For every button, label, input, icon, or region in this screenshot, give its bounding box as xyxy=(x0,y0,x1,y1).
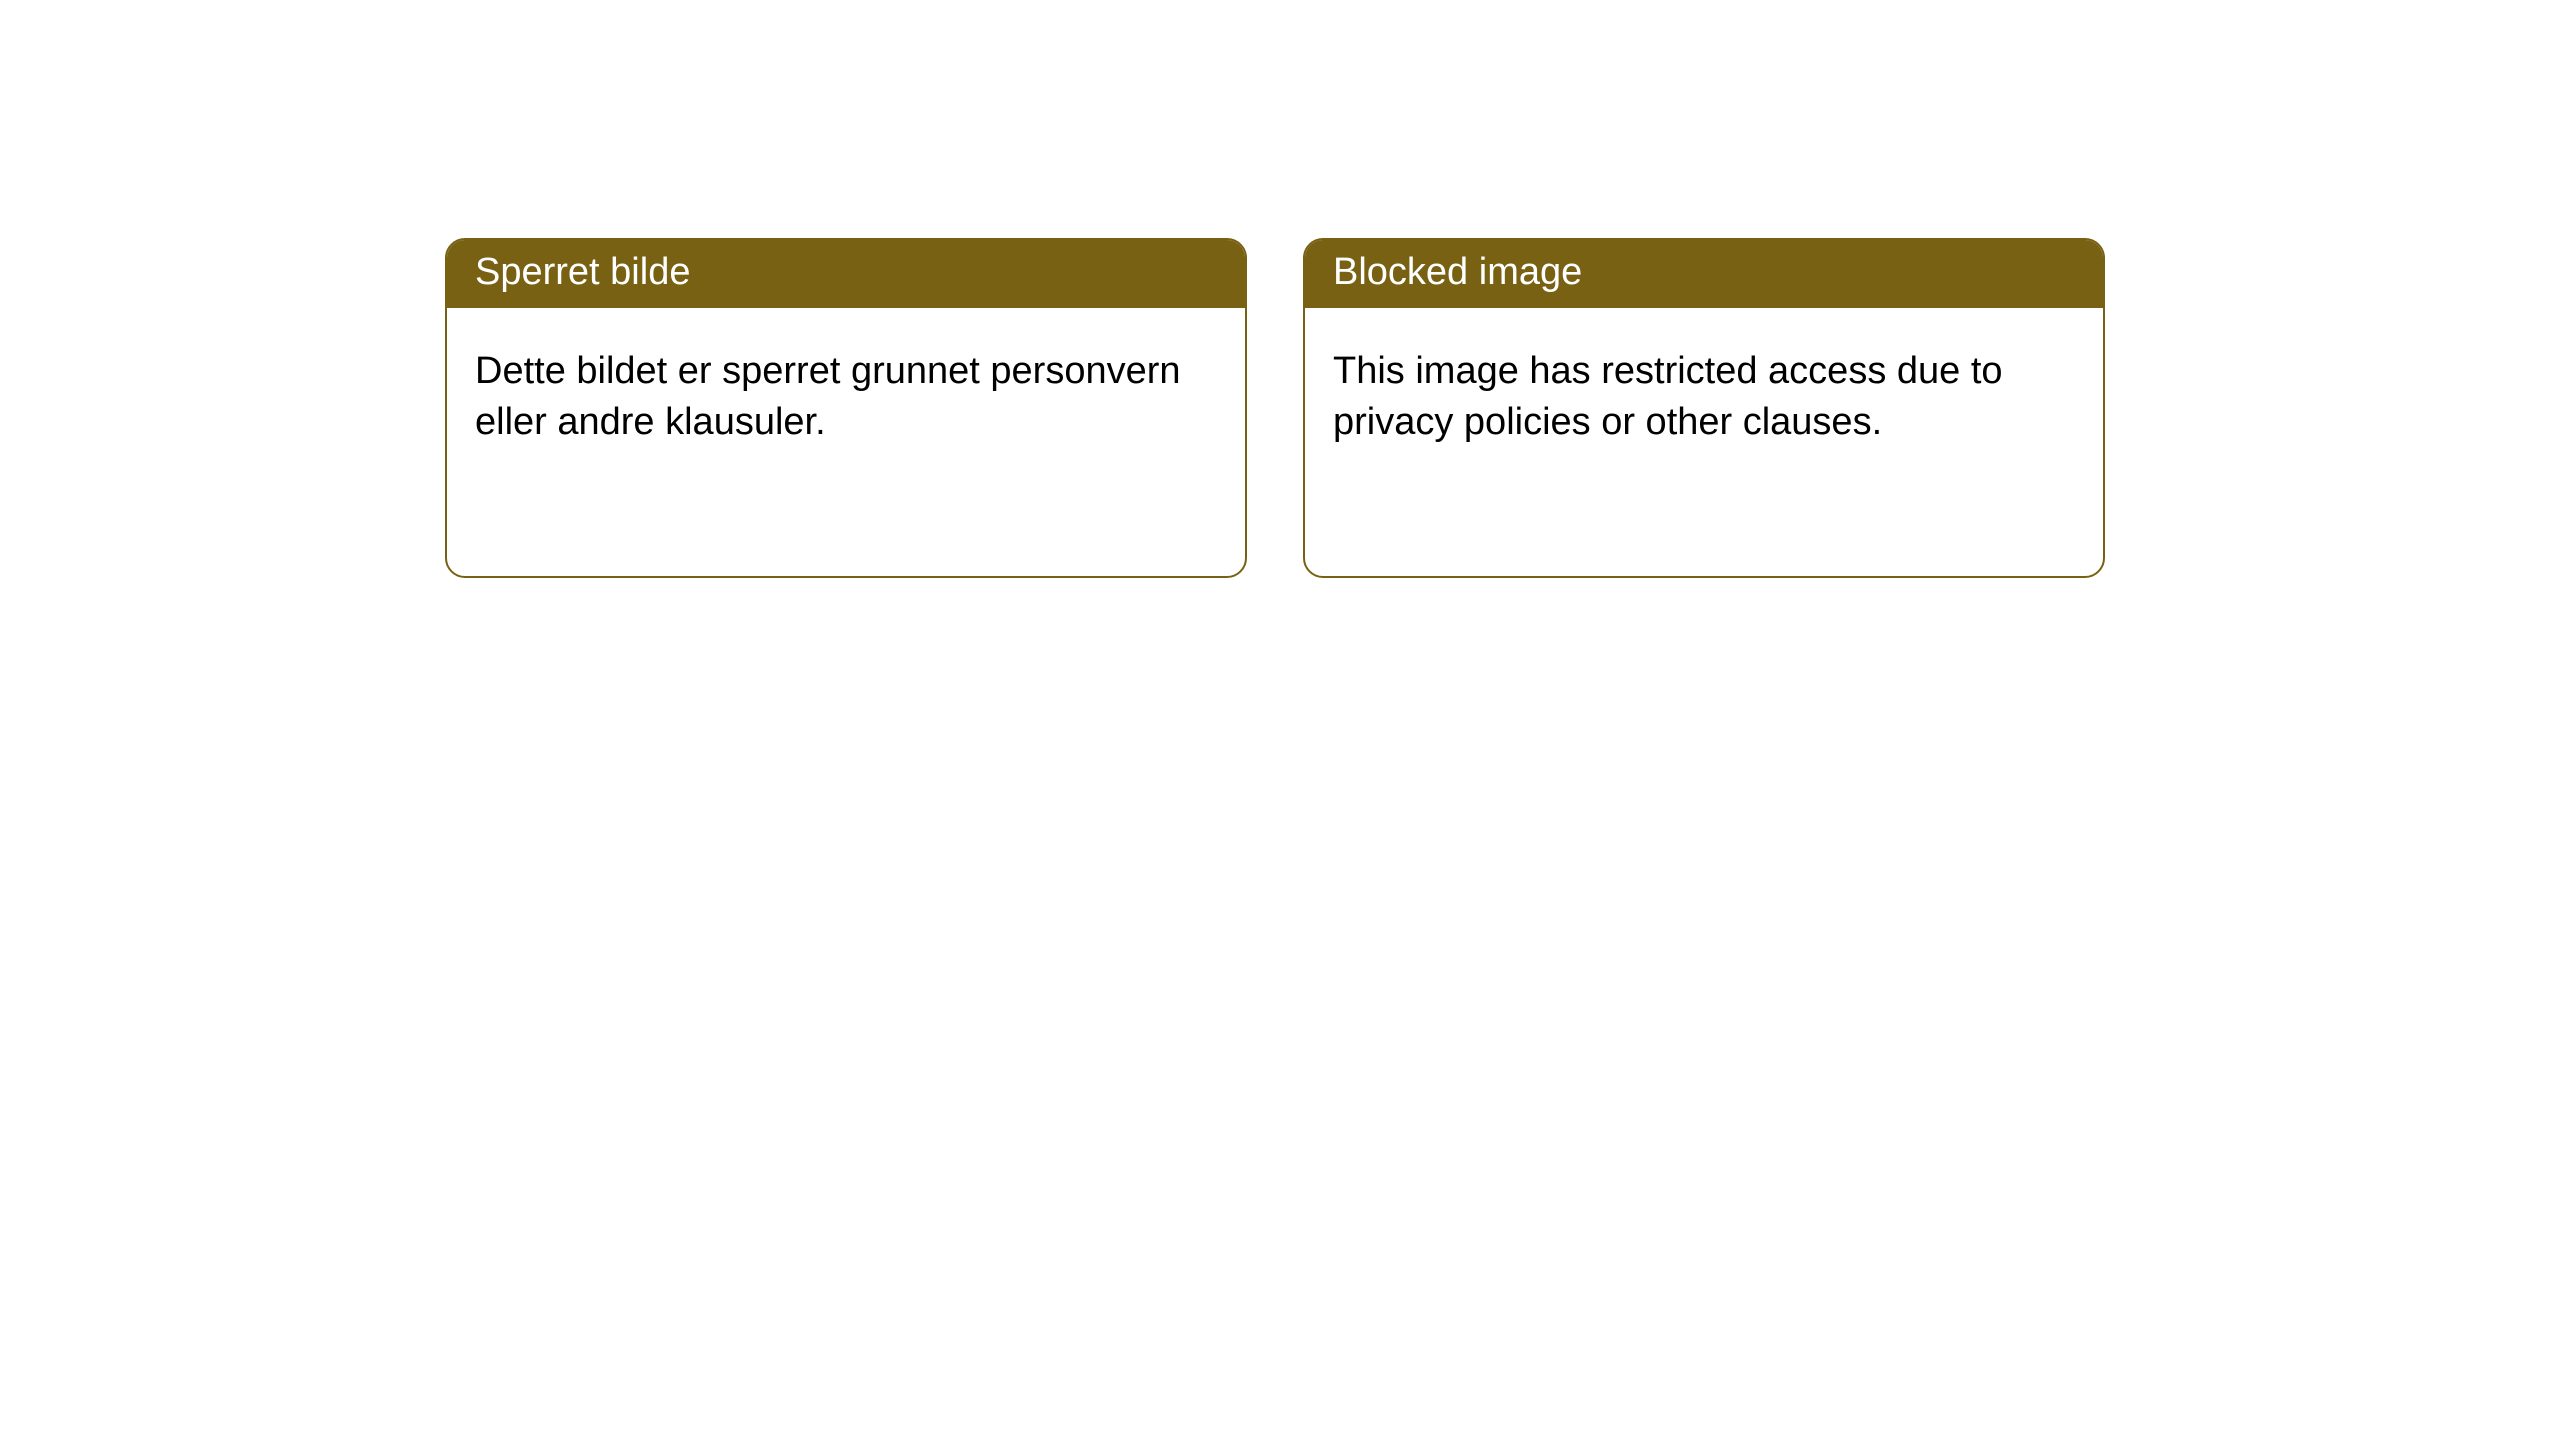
notice-title-en: Blocked image xyxy=(1305,240,2103,308)
notice-title-no: Sperret bilde xyxy=(447,240,1245,308)
notice-card-en: Blocked image This image has restricted … xyxy=(1303,238,2105,578)
notice-container: Sperret bilde Dette bildet er sperret gr… xyxy=(445,238,2105,578)
notice-message-en: This image has restricted access due to … xyxy=(1305,308,2103,477)
notice-message-no: Dette bildet er sperret grunnet personve… xyxy=(447,308,1245,477)
notice-card-no: Sperret bilde Dette bildet er sperret gr… xyxy=(445,238,1247,578)
